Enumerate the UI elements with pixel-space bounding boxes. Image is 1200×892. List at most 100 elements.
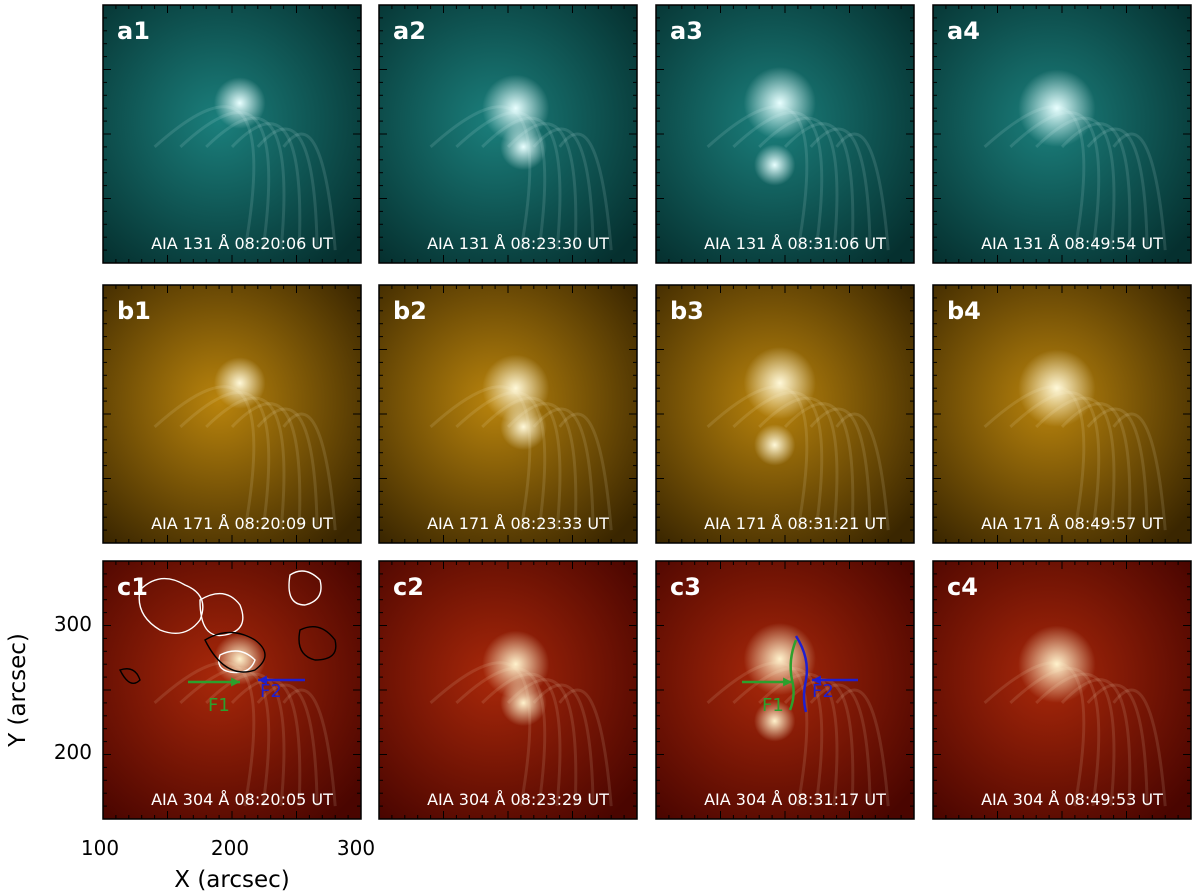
panel-caption-c4: AIA 304 Å 08:49:53 UT — [981, 790, 1163, 809]
flare-kernel — [1018, 349, 1096, 427]
panel-c2: c2 AIA 304 Å 08:23:29 UT — [378, 560, 638, 820]
panel-a2: a2 AIA 131 Å 08:23:30 UT — [378, 4, 638, 264]
panel-grid: a1 AIA 131 Å 08:20:06 UT a2 AIA 131 Å 08:23… — [102, 4, 1192, 820]
panel-ticks — [103, 561, 361, 819]
panel-c3: c3 AIA 304 Å 08:31:17 UT — [655, 560, 915, 820]
panel-caption-b2: AIA 171 Å 08:23:33 UT — [427, 514, 609, 533]
panel-ticks — [933, 285, 1191, 543]
panel-ticks — [379, 285, 637, 543]
panel-caption-c2: AIA 304 Å 08:23:29 UT — [427, 790, 609, 809]
flare-kernel — [1018, 69, 1096, 147]
c3-arrow-label-f1: F1 — [762, 695, 784, 716]
panel-caption-c3: AIA 304 Å 08:31:17 UT — [704, 790, 886, 809]
panel-ticks — [103, 285, 361, 543]
filament-f1-trace — [788, 639, 798, 711]
panel-caption-a2: AIA 131 Å 08:23:30 UT — [427, 234, 609, 253]
coronal-loop — [809, 127, 872, 251]
coronal-loop — [558, 688, 613, 807]
panel-ticks — [656, 285, 914, 543]
flare-kernel — [754, 424, 796, 466]
panel-caption-a4: AIA 131 Å 08:49:54 UT — [981, 234, 1163, 253]
panel-ticks — [379, 561, 637, 819]
panel-b3: b3 AIA 171 Å 08:31:21 UT — [655, 284, 915, 544]
flare-kernel — [500, 679, 547, 727]
coronal-loop — [558, 412, 613, 531]
coronal-loop — [558, 132, 613, 251]
coronal-loop — [1112, 132, 1167, 251]
panel-caption-a1: AIA 131 Å 08:20:06 UT — [151, 234, 333, 253]
panel-label-a2: a2 — [393, 17, 426, 45]
panel-label-a3: a3 — [670, 17, 703, 45]
x-tick-300: 300 — [337, 836, 375, 860]
panel-a3: a3 AIA 131 Å 08:31:06 UT — [655, 4, 915, 264]
coronal-loop — [532, 407, 595, 531]
x-tick-100: 100 — [81, 836, 119, 860]
coronal-loop — [1112, 412, 1167, 531]
c1-arrows: F1 F2 — [188, 675, 305, 716]
panel-label-c3: c3 — [670, 573, 701, 601]
coronal-loop — [783, 678, 855, 807]
flare-kernel — [743, 346, 816, 420]
panel-b1: b1 AIA 171 Å 08:20:09 UT — [102, 284, 362, 544]
flare-kernel — [754, 700, 796, 742]
flare-kernel — [482, 630, 550, 698]
coronal-loop — [256, 407, 319, 531]
c1-arrow-label-f2: F2 — [260, 681, 282, 702]
coronal-loop — [256, 127, 319, 251]
flare-kernel — [213, 633, 266, 685]
coronal-loop — [1086, 407, 1149, 531]
flare-kernel — [213, 357, 266, 409]
panel-label-c2: c2 — [393, 573, 424, 601]
panel-image-b1 — [103, 285, 361, 543]
coronal-loop — [230, 678, 302, 807]
coronal-loop — [256, 683, 319, 807]
panel-caption-b4: AIA 171 Å 08:49:57 UT — [981, 514, 1163, 533]
panel-b4: b4 AIA 171 Å 08:49:57 UT — [932, 284, 1192, 544]
coronal-loop — [282, 132, 337, 251]
coronal-loop — [205, 396, 286, 531]
flare-kernel — [500, 403, 547, 451]
filament-f2-trace — [794, 635, 809, 713]
y-tick-200: 200 — [54, 740, 92, 764]
flare-kernel — [482, 354, 550, 422]
panel-caption-a3: AIA 131 Å 08:31:06 UT — [704, 234, 886, 253]
coronal-loop — [282, 412, 337, 531]
panel-a4: a4 AIA 131 Å 08:49:54 UT — [932, 4, 1192, 264]
panel-ticks — [379, 5, 637, 263]
coronal-loop — [205, 116, 286, 251]
y-tick-300: 300 — [54, 612, 92, 636]
panel-ticks — [933, 5, 1191, 263]
axes: 100 200 300 X (arcsec) 300 200 Y (arcsec… — [5, 612, 375, 892]
c3-arrows: F1 F2 — [742, 635, 858, 716]
coronal-loop — [205, 672, 286, 807]
c3-arrow-label-f2: F2 — [812, 681, 834, 702]
panel-ticks — [656, 5, 914, 263]
panel-label-a4: a4 — [947, 17, 980, 45]
flare-kernel — [754, 144, 796, 186]
flare-kernel — [482, 74, 550, 142]
panel-caption-c1: AIA 304 Å 08:20:05 UT — [151, 790, 333, 809]
panel-ticks — [656, 561, 914, 819]
coronal-loop — [1086, 127, 1149, 251]
panel-image-a1 — [103, 5, 361, 263]
coronal-loop — [230, 402, 302, 531]
panel-b2: b2 AIA 171 Å 08:23:33 UT — [378, 284, 638, 544]
magnetic-contours — [119, 570, 337, 684]
panel-label-b3: b3 — [670, 297, 704, 325]
flare-kernel — [1018, 625, 1096, 703]
panel-caption-b3: AIA 171 Å 08:31:21 UT — [704, 514, 886, 533]
coronal-loop — [835, 132, 890, 251]
flare-kernel — [500, 123, 547, 171]
panel-label-b1: b1 — [117, 297, 151, 325]
coronal-loop — [809, 407, 872, 531]
panel-caption-b1: AIA 171 Å 08:20:09 UT — [151, 514, 333, 533]
coronal-loop — [282, 688, 337, 807]
coronal-loop — [230, 122, 302, 251]
coronal-loop — [783, 122, 855, 251]
flare-kernel — [213, 77, 266, 129]
panel-c4: c4 AIA 304 Å 08:49:53 UT — [932, 560, 1192, 820]
panel-image-c1 — [103, 561, 361, 819]
c1-arrow-label-f1: F1 — [208, 695, 230, 716]
x-tick-200: 200 — [211, 836, 249, 860]
